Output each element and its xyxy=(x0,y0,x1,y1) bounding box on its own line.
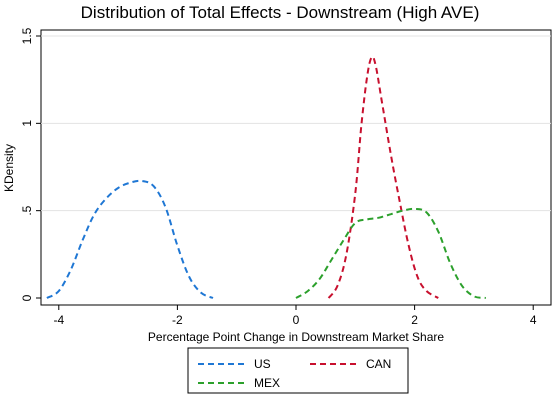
legend-label-us: US xyxy=(254,357,271,371)
x-axis: -4 -2 0 2 4 xyxy=(53,305,537,327)
gridlines xyxy=(41,35,551,212)
series-line-us xyxy=(46,179,214,299)
legend: US CAN MEX xyxy=(198,357,391,390)
x-tick-label: -4 xyxy=(53,313,64,327)
legend-box xyxy=(187,347,409,394)
x-axis-label: Percentage Point Change in Downstream Ma… xyxy=(148,330,444,344)
y-axis-label: KDensity xyxy=(2,144,16,192)
series-line-can xyxy=(327,55,439,299)
plot-area-border xyxy=(40,29,552,306)
legend-label-mex: MEX xyxy=(254,376,280,390)
series-lines xyxy=(46,55,486,299)
y-tick-label: 0 xyxy=(20,294,34,301)
x-tick-label: 0 xyxy=(293,313,300,327)
y-tick-label: .5 xyxy=(20,205,34,215)
y-tick-label: 1.5 xyxy=(20,27,34,44)
legend-label-can: CAN xyxy=(366,357,391,371)
x-tick-label: 4 xyxy=(530,313,537,327)
x-tick-label: -2 xyxy=(172,313,183,327)
chart-title: Distribution of Total Effects - Downstre… xyxy=(81,3,480,22)
y-tick-label: 1 xyxy=(20,120,34,127)
x-tick-label: 2 xyxy=(411,313,418,327)
y-axis: 0 .5 1 1.5 xyxy=(20,27,41,301)
series-line-mex xyxy=(295,207,486,299)
